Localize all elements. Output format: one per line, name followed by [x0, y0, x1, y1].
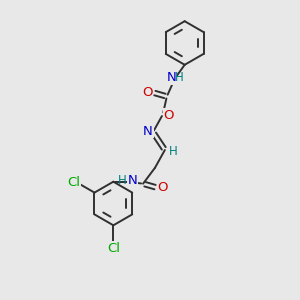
Text: H: H: [175, 71, 184, 84]
Text: O: O: [158, 181, 168, 194]
Text: O: O: [142, 86, 152, 99]
Text: N: N: [143, 125, 153, 138]
Text: H: H: [168, 146, 177, 158]
Text: N: N: [167, 71, 177, 84]
Text: H: H: [118, 174, 127, 187]
Text: O: O: [164, 109, 174, 122]
Text: N: N: [127, 174, 137, 187]
Text: Cl: Cl: [107, 242, 120, 255]
Text: Cl: Cl: [68, 176, 81, 189]
